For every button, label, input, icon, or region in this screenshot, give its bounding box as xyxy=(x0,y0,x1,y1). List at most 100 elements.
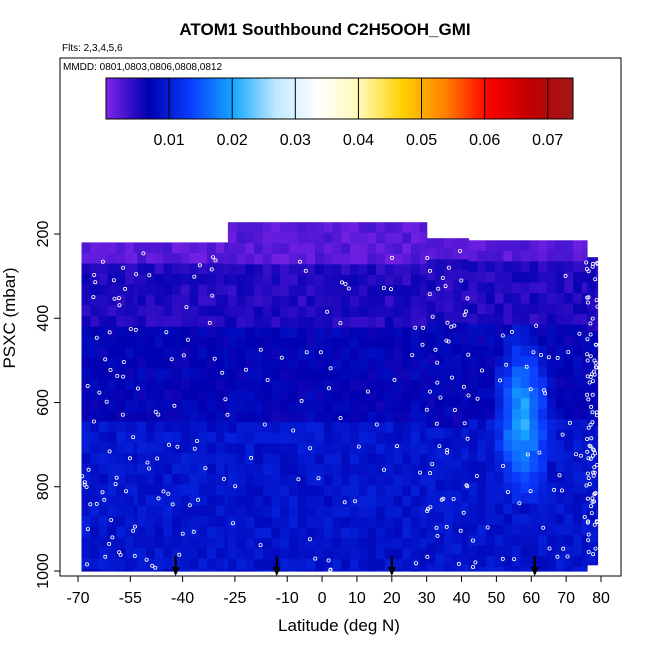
heatmap-cell xyxy=(236,538,246,550)
heatmap-cell xyxy=(180,484,191,496)
heatmap-cell xyxy=(435,280,445,292)
heatmap-cell xyxy=(350,317,360,329)
heatmap-cell xyxy=(236,359,246,371)
heatmap-cell xyxy=(154,274,164,286)
heatmap-cell xyxy=(376,274,386,286)
heatmap-cell xyxy=(587,330,597,342)
sample-point xyxy=(449,375,454,380)
heatmap-cell xyxy=(452,385,463,397)
heatmap-cell xyxy=(520,314,531,326)
heatmap-cell xyxy=(198,389,208,401)
heatmap-cell xyxy=(376,538,386,550)
heatmap-cell xyxy=(477,493,487,505)
heatmap-cell xyxy=(116,558,126,570)
heatmap-cell xyxy=(581,387,588,399)
heatmap-cell xyxy=(411,348,421,360)
heatmap-cell xyxy=(306,222,316,234)
sample-point xyxy=(445,450,450,455)
heatmap-cell xyxy=(90,558,100,570)
heatmap-cell xyxy=(198,453,208,465)
heatmap-cell xyxy=(573,566,583,572)
heatmap-cell xyxy=(271,338,281,350)
heatmap-cell xyxy=(367,390,377,402)
heatmap-cell xyxy=(468,524,478,536)
heatmap-cell xyxy=(332,295,342,307)
heatmap-cell xyxy=(306,548,316,560)
heatmap-cell xyxy=(547,450,557,462)
sample-point xyxy=(124,489,129,494)
heatmap-cell xyxy=(189,516,199,528)
heatmap-cell xyxy=(262,348,273,360)
heatmap-cell xyxy=(198,474,208,486)
heatmap-cell xyxy=(315,401,325,413)
sample-point xyxy=(88,502,93,507)
heatmap-cell xyxy=(254,496,264,508)
heatmap-cell xyxy=(468,566,478,572)
heatmap-cell xyxy=(581,345,588,357)
heatmap-cell xyxy=(468,398,478,410)
heatmap-cell xyxy=(236,517,246,529)
heatmap-cell xyxy=(332,327,342,339)
sample-point xyxy=(465,484,470,489)
heatmap-cell xyxy=(133,305,138,317)
heatmap-cell xyxy=(137,379,147,391)
heatmap-cell xyxy=(426,564,436,572)
heatmap-cell xyxy=(555,450,565,462)
heatmap-cell xyxy=(555,429,565,441)
heatmap-cell xyxy=(341,517,351,529)
heatmap-cell xyxy=(332,517,342,529)
sample-point xyxy=(141,251,146,256)
heatmap-cell xyxy=(503,472,513,484)
heatmap-cell xyxy=(236,485,246,497)
sample-point xyxy=(121,265,126,270)
sample-point xyxy=(100,490,105,495)
heatmap-cell xyxy=(207,558,217,570)
heatmap-cell xyxy=(125,442,135,454)
heatmap-cell xyxy=(224,421,229,433)
sample-point xyxy=(434,525,439,530)
sample-point xyxy=(117,303,122,308)
heatmap-cell xyxy=(207,358,217,370)
heatmap-cell xyxy=(555,335,565,347)
heatmap-cell xyxy=(133,516,138,528)
heatmap-cell xyxy=(172,242,182,254)
heatmap-cell xyxy=(477,419,487,431)
heatmap-cell xyxy=(538,545,548,557)
heatmap-cell xyxy=(236,253,246,265)
heatmap-cell xyxy=(323,390,334,402)
heatmap-cell xyxy=(376,559,386,571)
sample-point xyxy=(153,565,158,570)
sample-point xyxy=(586,550,591,555)
sample-point xyxy=(94,501,99,506)
heatmap-cell xyxy=(426,396,436,408)
heatmap-cell xyxy=(254,253,264,265)
heatmap-cell xyxy=(435,501,445,513)
heatmap-cell xyxy=(520,524,531,536)
heatmap-cell xyxy=(146,432,156,444)
heatmap-cell xyxy=(358,422,368,434)
heatmap-cell xyxy=(154,558,164,570)
heatmap-cell xyxy=(573,345,583,357)
sample-point xyxy=(561,546,566,551)
heatmap-cell xyxy=(323,222,334,234)
heatmap-cell xyxy=(411,317,421,329)
heatmap-cell xyxy=(573,387,583,399)
heatmap-cell xyxy=(163,263,173,275)
heatmap-cell xyxy=(81,242,91,254)
heatmap-cell xyxy=(358,548,368,560)
sample-point xyxy=(91,419,96,424)
sample-point xyxy=(451,496,456,501)
heatmap-cell xyxy=(180,495,191,507)
sample-point xyxy=(433,347,438,352)
heatmap-cell xyxy=(254,475,264,487)
heatmap-cell xyxy=(146,484,156,496)
sample-point xyxy=(146,466,151,471)
heatmap-cell xyxy=(468,440,478,452)
heatmap-cell xyxy=(419,327,428,339)
heatmap-cell xyxy=(477,261,487,273)
sample-point xyxy=(102,497,107,502)
heatmap-cell xyxy=(512,240,522,252)
heatmap-cell xyxy=(358,285,368,297)
heatmap-cell xyxy=(367,243,377,255)
